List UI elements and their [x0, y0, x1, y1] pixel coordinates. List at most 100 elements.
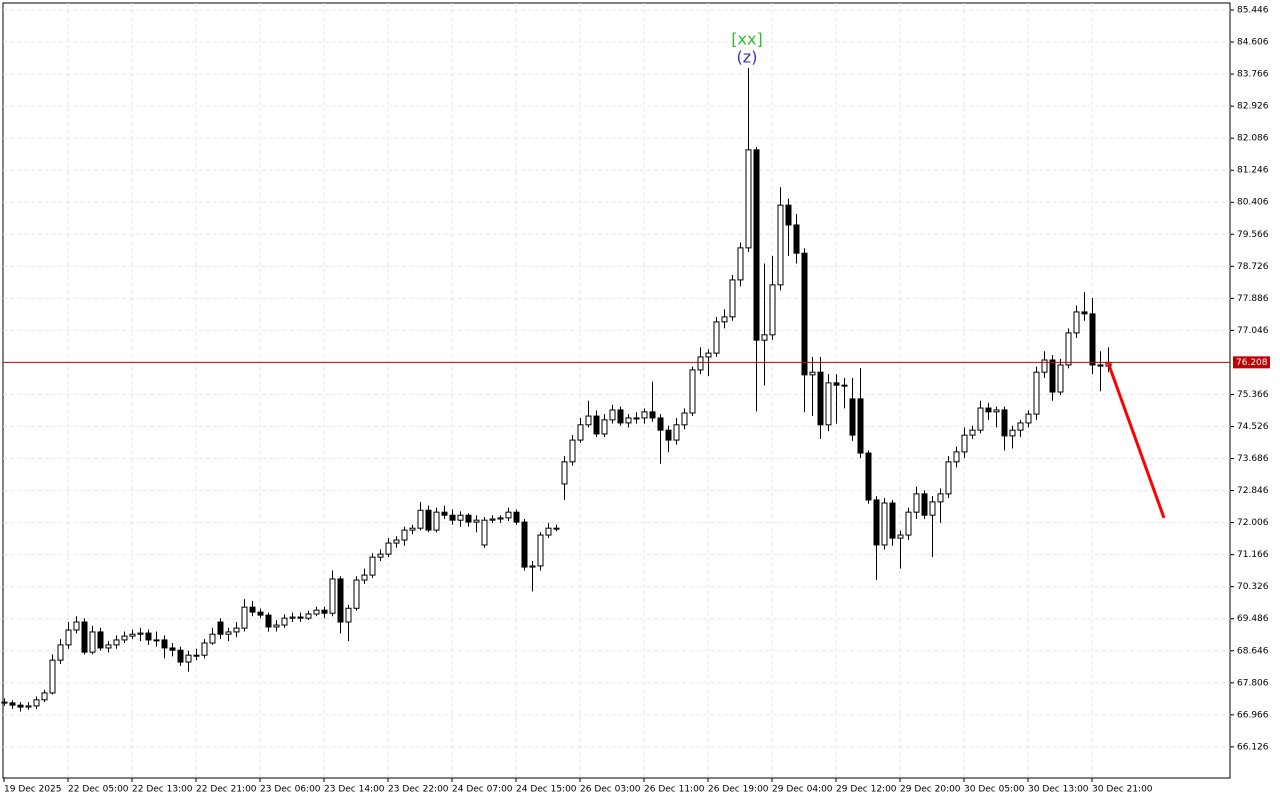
y-tick-label: 80.406: [1237, 198, 1269, 208]
y-tick-label: 67.806: [1237, 678, 1269, 688]
candle-body: [289, 616, 296, 619]
y-tick-label: 70.326: [1237, 582, 1269, 592]
candle-body: [793, 224, 800, 254]
candle-body: [1, 701, 8, 704]
y-tick-label: 85.446: [1237, 6, 1269, 16]
x-tick-label: 26 Dec 11:00: [644, 785, 705, 795]
candle-body: [281, 617, 288, 626]
candle-body: [825, 382, 832, 426]
candle-body: [977, 407, 984, 431]
candle-body: [633, 417, 640, 420]
candle-body: [857, 398, 864, 454]
candle-body: [17, 704, 24, 708]
candle-body: [761, 334, 768, 341]
forecast-line: [1106, 361, 1166, 519]
y-tick-label: 74.526: [1237, 422, 1269, 432]
candle-body: [537, 534, 544, 567]
candle-body: [73, 621, 80, 631]
y-tick-label: 71.166: [1237, 550, 1269, 560]
price-label-bg: [1233, 356, 1270, 369]
candle-body: [641, 411, 648, 419]
candle-body: [1049, 359, 1056, 393]
x-tick-label: 22 Dec 21:00: [196, 785, 257, 795]
candle-body: [769, 284, 776, 336]
candle-body: [569, 439, 576, 463]
candle-body: [777, 204, 784, 286]
candle-body: [417, 509, 424, 529]
candle-body: [785, 204, 792, 226]
y-tick-label: 72.846: [1237, 486, 1269, 496]
candle-body: [1033, 371, 1040, 415]
candle-body: [377, 553, 384, 558]
candle-body: [425, 509, 432, 531]
annotation: [xx]: [731, 29, 762, 48]
x-tick-label: 23 Dec 06:00: [260, 785, 321, 795]
candle-body: [409, 527, 416, 531]
candle-body: [521, 521, 528, 568]
candle-body: [681, 412, 688, 426]
candle-body: [809, 371, 816, 376]
candle-body: [273, 624, 280, 628]
candle-body: [737, 247, 744, 281]
y-tick-label: 82.926: [1237, 102, 1269, 112]
candle-body: [249, 606, 256, 613]
candle-body: [985, 407, 992, 413]
candle-body: [929, 501, 936, 516]
candle-body: [313, 609, 320, 615]
candle-body: [449, 514, 456, 521]
candle-body: [161, 639, 168, 649]
candle-body: [529, 565, 536, 568]
candle-body: [625, 417, 632, 424]
x-tick-label: 29 Dec 04:00: [772, 785, 833, 795]
y-tick-label: 75.366: [1237, 390, 1269, 400]
candle-body: [921, 493, 928, 516]
candle-body: [585, 415, 592, 426]
candle-body: [1065, 332, 1072, 366]
candle-body: [721, 316, 728, 323]
candle-body: [233, 627, 240, 633]
candle-body: [65, 629, 72, 646]
candle-body: [329, 578, 336, 614]
candle-body: [961, 434, 968, 453]
candle-body: [1057, 364, 1064, 393]
x-tick-label: 26 Dec 19:00: [708, 785, 769, 795]
candle-body: [801, 252, 808, 376]
y-tick-label: 78.726: [1237, 262, 1269, 272]
candle-body: [889, 502, 896, 539]
candle-body: [361, 574, 368, 581]
candle-body: [257, 611, 264, 616]
candle-body: [497, 517, 504, 520]
candle-body: [953, 451, 960, 463]
candle-body: [849, 398, 856, 436]
candle-body: [177, 649, 184, 663]
candle-body: [353, 579, 360, 609]
candle-body: [609, 409, 616, 421]
candle-body: [657, 417, 664, 431]
y-tick-label: 82.086: [1237, 134, 1269, 144]
candle-body: [337, 578, 344, 623]
candle-body: [1081, 311, 1088, 315]
x-tick-label: 24 Dec 15:00: [516, 785, 577, 795]
candle-body: [841, 384, 848, 387]
candle-body: [873, 499, 880, 546]
y-tick-label: 69.486: [1237, 614, 1269, 624]
candle-body: [817, 371, 824, 426]
candle-body: [833, 382, 840, 386]
candle-body: [1025, 413, 1032, 424]
candle-body: [713, 321, 720, 354]
candle-body: [345, 607, 352, 623]
y-tick-label: 68.646: [1237, 646, 1269, 656]
candle-body: [913, 493, 920, 513]
candle-body: [121, 635, 128, 641]
candle-body: [81, 621, 88, 653]
candle-body: [57, 644, 64, 661]
candle-body: [145, 632, 152, 641]
candle-body: [153, 639, 160, 642]
price-label: 76.208: [1236, 358, 1268, 368]
y-tick-label: 77.046: [1237, 326, 1269, 336]
x-tick-label: 19 Dec 2025: [4, 785, 62, 795]
candle-body: [1009, 429, 1016, 437]
candle-body: [169, 647, 176, 651]
candle-body: [865, 452, 872, 501]
